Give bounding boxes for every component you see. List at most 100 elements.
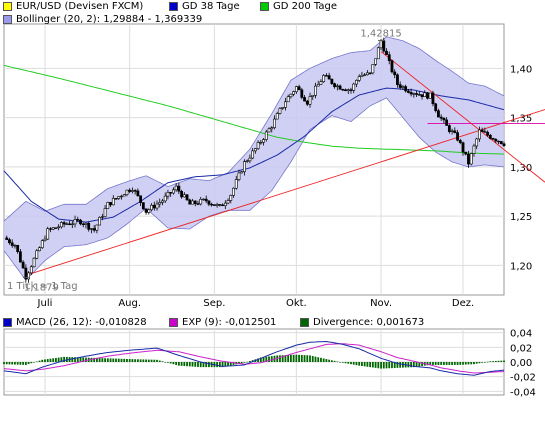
candle-body xyxy=(308,96,312,105)
candle-body xyxy=(57,226,61,229)
divergence-bar xyxy=(470,362,473,365)
bollinger-lower-line xyxy=(3,97,505,281)
candle-body xyxy=(461,142,465,153)
divergence-bar xyxy=(309,355,311,362)
divergence-bar xyxy=(101,358,104,362)
candle-body xyxy=(87,222,91,230)
candle-body xyxy=(365,72,369,76)
divergence-bar xyxy=(358,362,361,366)
divergence-bar xyxy=(169,362,172,364)
candle-body xyxy=(92,228,96,231)
candle-body xyxy=(207,200,211,205)
candle-body xyxy=(100,216,104,218)
tick-note: 1 Tick = 1 Tag xyxy=(7,281,78,292)
legend-label-price: EUR/USD (Devisen FXCM) xyxy=(16,1,144,12)
candle-body xyxy=(8,239,11,244)
divergence-bar xyxy=(451,362,453,365)
candle-body xyxy=(90,228,93,230)
candle-body xyxy=(344,89,347,92)
divergence-bar xyxy=(415,362,418,367)
divergence-bar xyxy=(459,362,462,365)
candle-body xyxy=(278,108,282,114)
divergence-bar xyxy=(363,362,366,367)
divergence-bar xyxy=(300,354,303,362)
candle-body xyxy=(240,171,244,174)
candle-body xyxy=(379,40,383,49)
macd-y-tick-label: 0,02 xyxy=(510,343,532,354)
candle-body xyxy=(497,140,500,143)
candle-body xyxy=(62,222,66,225)
divergence-bar xyxy=(243,362,246,363)
candle-body xyxy=(232,187,235,196)
divergence-bar xyxy=(136,359,139,362)
divergence-bar xyxy=(328,359,331,362)
divergence-bar xyxy=(494,360,497,362)
macd-y-tick-label: 0,00 xyxy=(510,358,532,369)
candle-body xyxy=(322,75,326,82)
divergence-bar xyxy=(492,361,494,362)
candle-body xyxy=(491,138,495,140)
divergence-bar xyxy=(131,359,134,362)
candle-body xyxy=(420,94,424,97)
candle-body xyxy=(185,194,189,201)
divergence-bar xyxy=(55,357,57,362)
candle-body xyxy=(196,203,200,205)
candle-body xyxy=(415,93,418,95)
divergence-bar xyxy=(270,356,273,362)
candle-body xyxy=(284,101,287,108)
candle-body xyxy=(169,192,173,194)
divergence-bar xyxy=(57,357,60,362)
x-tick-label: Sep. xyxy=(203,298,225,309)
legend-swatch-macd xyxy=(3,318,12,327)
candle-body xyxy=(150,204,153,211)
candle-body xyxy=(426,92,429,99)
candle-body xyxy=(376,47,380,60)
candle-body xyxy=(478,129,481,140)
divergence-bar xyxy=(240,362,243,364)
candle-body xyxy=(27,272,30,280)
candle-body xyxy=(251,150,255,159)
divergence-bar xyxy=(24,362,27,365)
candle-body xyxy=(488,134,492,139)
candle-body xyxy=(314,85,317,96)
candle-body xyxy=(286,96,290,103)
divergence-bar xyxy=(49,358,52,362)
divergence-bar xyxy=(464,362,467,365)
candle-body xyxy=(289,93,293,98)
legend-label-divergence: Divergence: 0,001673 xyxy=(313,317,425,328)
candle-body xyxy=(49,228,52,230)
divergence-bar xyxy=(407,362,410,368)
candle-body xyxy=(221,204,224,207)
candle-body xyxy=(51,227,55,230)
divergence-bar xyxy=(322,358,325,362)
candle-body xyxy=(103,208,107,217)
divergence-bar xyxy=(388,362,391,369)
candle-body xyxy=(464,151,468,155)
candle-body xyxy=(275,113,279,120)
candle-body xyxy=(357,76,361,81)
divergence-bar xyxy=(85,357,87,362)
divergence-bar xyxy=(437,362,440,365)
macd-line xyxy=(3,340,505,376)
legend-label-gd38: GD 38 Tage xyxy=(182,1,240,12)
divergence-bar xyxy=(41,359,44,362)
candle-body xyxy=(494,138,498,142)
candle-body xyxy=(319,81,323,85)
divergence-bar xyxy=(27,362,30,365)
candle-body xyxy=(226,200,230,204)
divergence-bar xyxy=(418,362,421,367)
divergence-bar xyxy=(126,358,128,362)
legend-swatch-price xyxy=(3,2,12,11)
divergence-bar xyxy=(30,362,33,364)
divergence-bar xyxy=(224,362,227,367)
divergence-bar xyxy=(218,362,221,368)
candle-body xyxy=(267,128,271,133)
candle-body xyxy=(467,153,470,165)
candle-body xyxy=(396,74,399,85)
divergence-bar xyxy=(429,362,432,365)
legend-swatch-gd200 xyxy=(260,2,269,11)
candle-body xyxy=(374,58,377,65)
candle-body xyxy=(316,84,320,87)
x-tick-label: Juli xyxy=(37,298,53,309)
